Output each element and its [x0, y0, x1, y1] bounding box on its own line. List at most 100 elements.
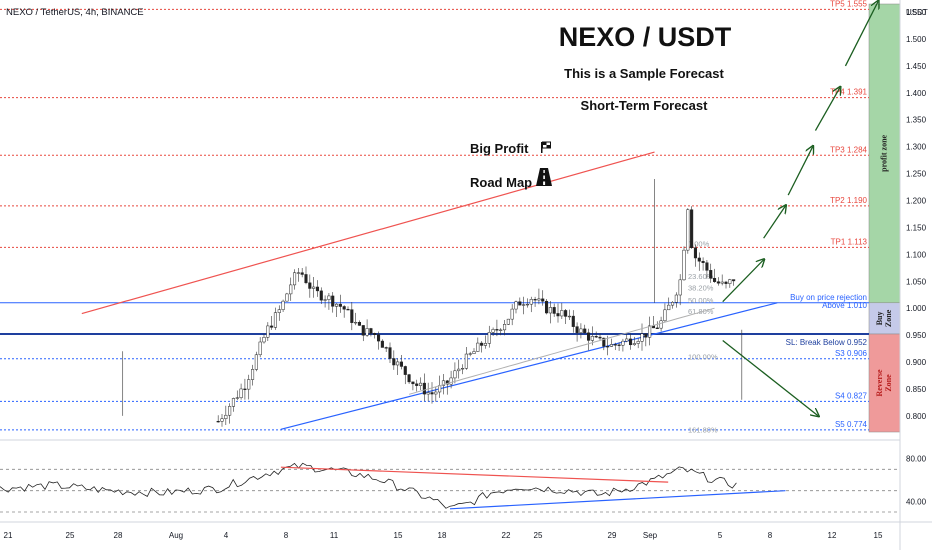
candle-body: [716, 281, 720, 284]
price-tick-label: 1.350: [906, 116, 927, 125]
candle-body: [296, 272, 300, 274]
candle-body: [430, 392, 434, 395]
candle-body: [617, 344, 621, 346]
price-tick-label: 0.950: [906, 331, 927, 340]
zone-label-1: Zone: [884, 309, 893, 327]
candle-body: [361, 325, 365, 336]
time-tick-label: 18: [438, 531, 447, 540]
candle-body: [514, 301, 518, 310]
candle-body: [247, 379, 251, 390]
fib-label: 23.60%: [688, 272, 714, 281]
candle-body: [426, 392, 430, 395]
candle-body: [472, 351, 476, 354]
candle-body: [724, 281, 728, 284]
level-label: S3 0.906: [835, 349, 868, 358]
zone-2: [868, 333, 901, 433]
candle-body: [224, 414, 228, 419]
candle-body: [354, 321, 358, 324]
candle-body: [281, 300, 285, 310]
rsi-trendline: [449, 490, 786, 510]
price-axis-unit: USDT: [906, 8, 928, 17]
candle-body: [628, 338, 633, 346]
time-tick-label: 4: [224, 531, 229, 540]
candle-body: [453, 370, 457, 379]
price-tick-label: 1.100: [906, 250, 927, 259]
time-tick-label: 28: [114, 531, 123, 540]
candle-body: [350, 309, 354, 323]
chart-title: NEXO / USDT: [559, 22, 732, 52]
symbol-info: NEXO / TetherUS, 4h, BINANCE: [6, 7, 144, 18]
time-tick-label: 29: [608, 531, 617, 540]
candle-body: [384, 347, 388, 349]
candle-body: [693, 247, 698, 259]
candle-body: [586, 332, 591, 341]
candle-body: [304, 274, 308, 284]
price-tick-label: 1.400: [906, 89, 927, 98]
candle-body: [594, 336, 598, 338]
candle-body: [499, 329, 503, 331]
candle-body: [273, 312, 278, 328]
candle-body: [277, 309, 281, 313]
candle-body: [732, 279, 736, 282]
candle-body: [346, 308, 350, 311]
candle-body: [670, 302, 675, 306]
fib-label: 0.00%: [688, 240, 710, 249]
candle-body: [659, 320, 663, 329]
forecast-arrow: [722, 260, 764, 303]
price-tick-label: 1.550: [906, 8, 927, 17]
zone-label-2: Zone: [884, 374, 893, 392]
level-label: S4 0.827: [835, 391, 868, 400]
price-tick-label: 1.300: [906, 143, 927, 152]
price-tick-label: 1.250: [906, 170, 927, 179]
candles-layer: [122, 178, 743, 427]
candle-body: [663, 309, 667, 322]
candle-body: [697, 257, 701, 262]
candle-body: [686, 209, 690, 251]
zone-0: [868, 3, 901, 304]
candle-body: [728, 279, 732, 284]
fibonacci-layer: 0.00% 23.60% 38.20% 50.00% 61.80% 100.00% 161.…: [688, 240, 718, 435]
time-axis[interactable]: 21 25 28 Aug 4 8 11 15 18 22 25 29 Sep 5 8 12 15: [0, 521, 932, 540]
time-tick-label: 5: [718, 531, 723, 540]
candle-body: [522, 304, 526, 306]
candle-body: [560, 310, 564, 317]
candle-body: [648, 325, 652, 338]
candle-body: [525, 303, 530, 306]
candle-body: [396, 361, 400, 366]
candle-body: [564, 310, 568, 317]
candle-body: [548, 307, 552, 314]
candle-body: [476, 342, 480, 352]
price-tick-label: 1.500: [906, 35, 927, 44]
level-label: TP3 1.284: [830, 145, 867, 154]
price-tick-label: 1.000: [906, 304, 927, 313]
candle-body: [506, 318, 510, 325]
candle-body: [712, 277, 717, 282]
candle-body: [674, 294, 678, 303]
candle-body: [682, 249, 686, 281]
candle-body: [609, 344, 614, 347]
candle-body: [556, 313, 560, 317]
zone-1: [868, 302, 901, 335]
candle-body: [365, 328, 369, 336]
forecast-arrow: [814, 87, 840, 131]
candle-body: [571, 315, 575, 327]
candle-body: [441, 380, 446, 386]
candle-body: [254, 354, 258, 370]
candle-body: [411, 381, 415, 385]
time-tick-label: Aug: [169, 531, 183, 540]
candle-body: [270, 325, 274, 328]
subtitle-short-term: Short-Term Forecast: [581, 98, 709, 113]
zone-label-1: Buy: [875, 312, 884, 326]
candle-body: [369, 328, 373, 334]
candle-body: [228, 406, 232, 416]
candle-body: [250, 369, 255, 380]
time-tick-label: Sep: [643, 531, 658, 540]
candle-body: [529, 299, 533, 305]
candle-body: [289, 284, 293, 295]
time-tick-label: 15: [874, 531, 883, 540]
candle-body: [407, 374, 411, 383]
candle-body: [518, 301, 522, 306]
candle-body: [613, 344, 617, 346]
time-tick-label: 8: [284, 531, 289, 540]
